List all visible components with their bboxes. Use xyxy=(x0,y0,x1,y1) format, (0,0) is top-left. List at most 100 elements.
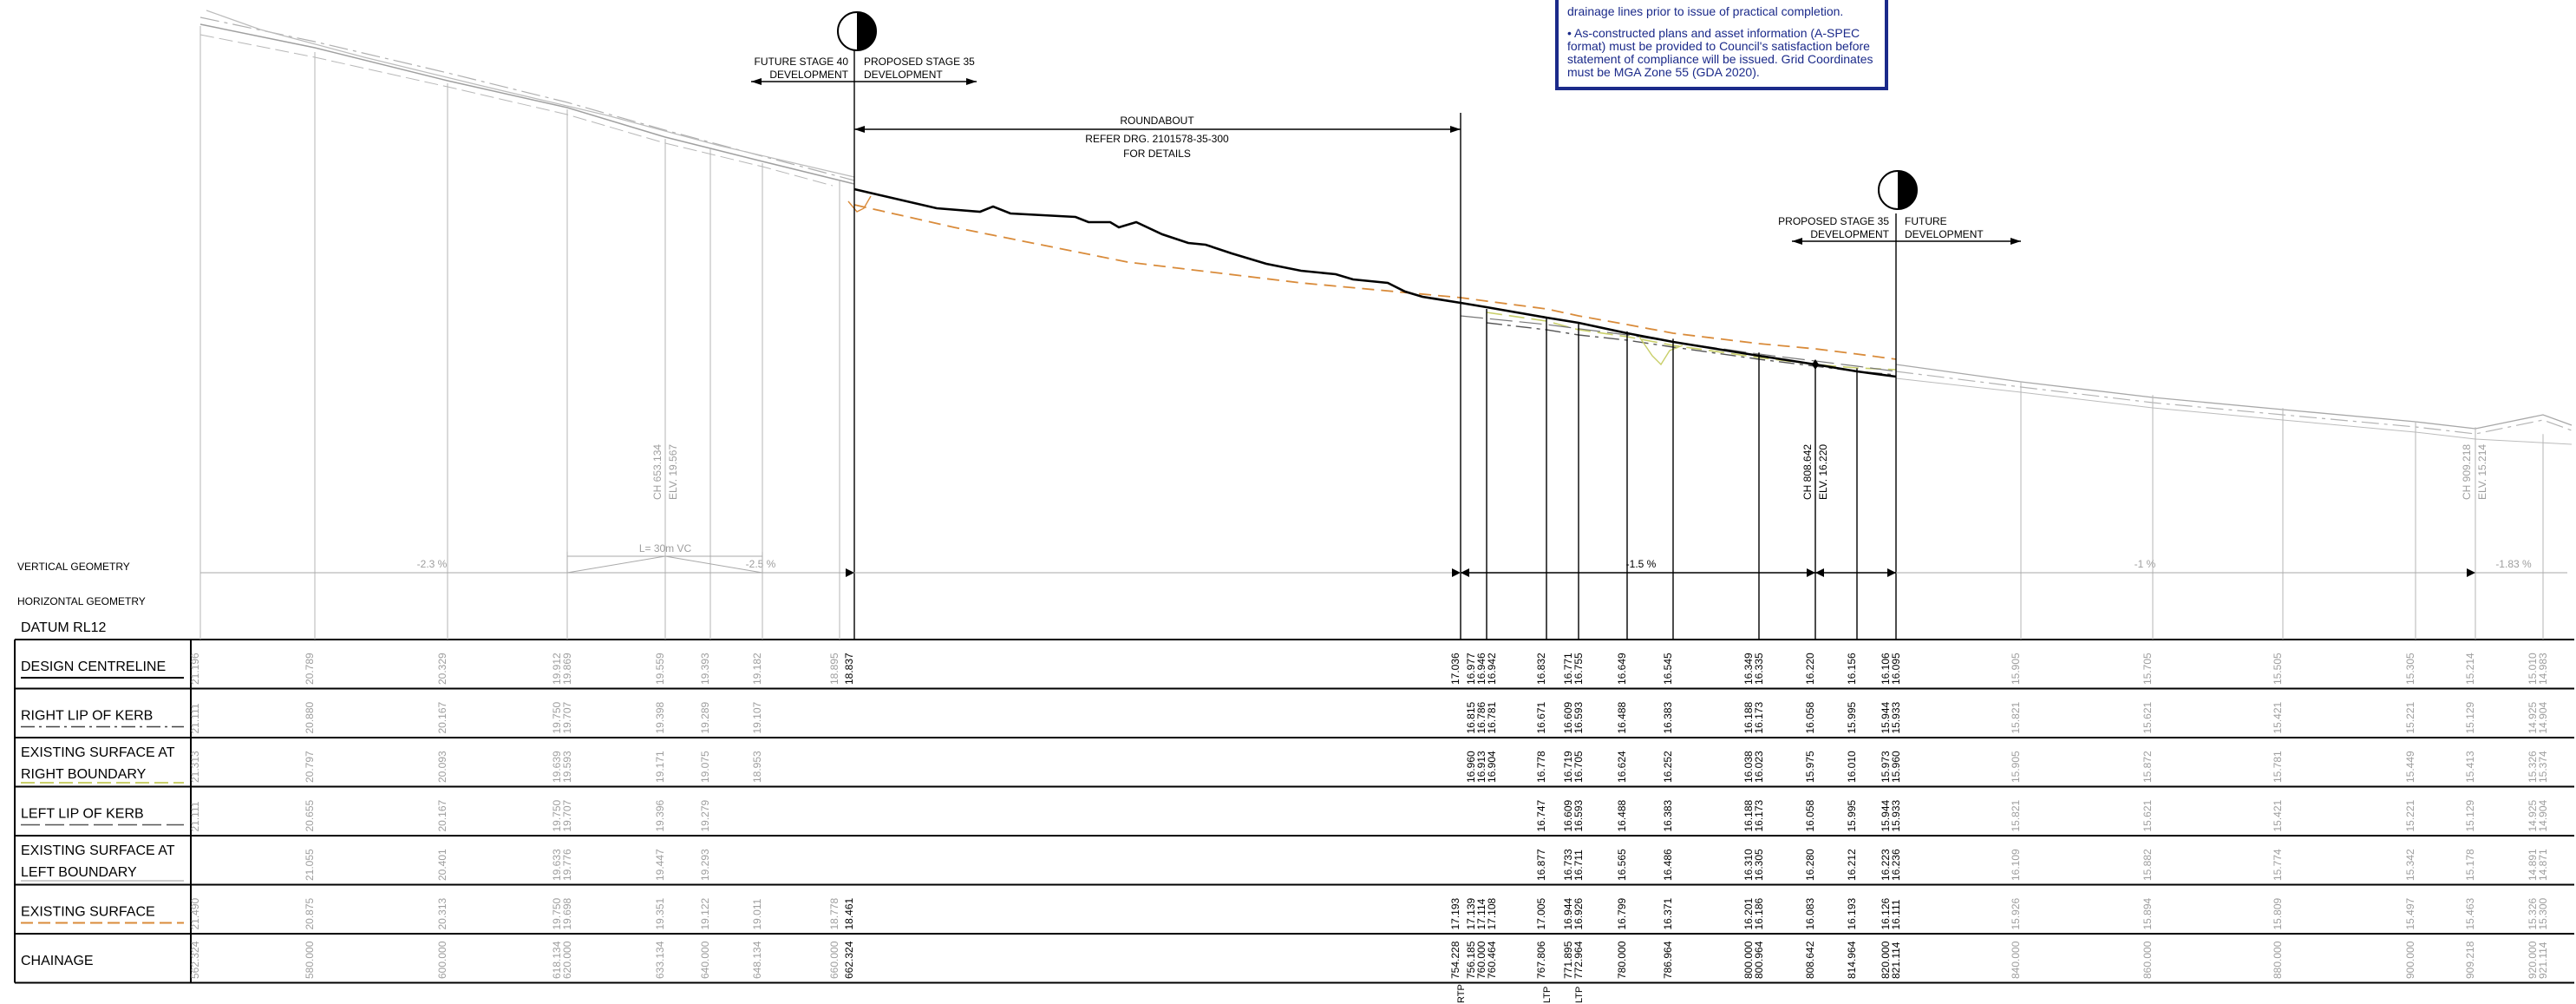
construction-notes-box: drainage lines prior to issue of practic… xyxy=(1555,0,1888,90)
grade-label: -2.5 % xyxy=(746,558,776,570)
table-value: 16.778 xyxy=(1535,751,1547,783)
table-value: 19.351 xyxy=(654,897,666,929)
elevation-callout: ELV. 16.220 xyxy=(1817,444,1829,500)
table-value: 16.593 xyxy=(1572,701,1585,733)
existing-boundary-line xyxy=(1486,312,1897,371)
table-value: 16.609 xyxy=(1562,799,1574,831)
table-value: 600.000 xyxy=(436,941,448,979)
grade-arrow xyxy=(2467,568,2475,577)
table-value: 16.877 xyxy=(1535,849,1547,881)
table-value: 16.815 xyxy=(1465,701,1477,733)
grade-arrow xyxy=(1452,568,1461,577)
table-value: 16.609 xyxy=(1562,701,1574,733)
table-value: 15.975 xyxy=(1804,751,1816,783)
table-value: 16.058 xyxy=(1804,799,1816,831)
stage-arrowhead xyxy=(751,78,762,85)
table-value: 15.926 xyxy=(2010,897,2022,929)
table-value: 14.904 xyxy=(2537,701,2549,733)
table-value: 15.894 xyxy=(2141,897,2154,929)
table-value: 18.953 xyxy=(751,751,763,783)
table-value: 19.447 xyxy=(654,849,666,881)
horizontal-geometry-label: HORIZONTAL GEOMETRY xyxy=(17,595,146,607)
stage-arrowhead xyxy=(2010,238,2021,245)
table-value: 21.055 xyxy=(304,849,316,881)
table-value: 15.497 xyxy=(2404,897,2416,929)
table-value: 15.821 xyxy=(2010,701,2022,733)
table-value: 19.398 xyxy=(654,701,666,733)
table-value: 15.995 xyxy=(1846,701,1858,733)
table-value: 880.000 xyxy=(2272,941,2284,979)
table-value: 19.293 xyxy=(699,849,711,881)
table-value: 16.488 xyxy=(1616,799,1628,831)
grade-arrow xyxy=(1461,568,1469,577)
table-value: 16.926 xyxy=(1572,897,1585,929)
table-value: 19.396 xyxy=(654,799,666,831)
table-value: 16.186 xyxy=(1753,897,1765,929)
table-value: 909.218 xyxy=(2464,941,2476,979)
table-value: 16.106 xyxy=(1880,653,1892,685)
stage-label: DEVELOPMENT xyxy=(864,69,943,81)
existing-squiggle xyxy=(847,195,872,213)
table-value: 16.624 xyxy=(1616,751,1628,783)
table-value: 16.223 xyxy=(1880,849,1892,881)
row-label: RIGHT LIP OF KERB xyxy=(21,709,153,724)
table-value: 920.000 xyxy=(2527,941,2539,979)
table-value: 754.228 xyxy=(1449,941,1461,979)
row-label: CHAINAGE xyxy=(21,954,94,968)
table-value: 800.000 xyxy=(1742,941,1755,979)
table-value: 14.983 xyxy=(2537,653,2549,685)
point-code-label: RTP xyxy=(1456,984,1467,1003)
table-value: 16.083 xyxy=(1804,897,1816,929)
table-value: 19.633 xyxy=(551,849,563,881)
table-value: 19.750 xyxy=(551,897,563,929)
table-value: 900.000 xyxy=(2404,941,2416,979)
point-code-label: LTP xyxy=(1574,987,1585,1003)
table-value: 17.193 xyxy=(1449,897,1461,929)
grade-label: -1 % xyxy=(2135,558,2156,570)
table-value: 760.464 xyxy=(1486,941,1498,979)
existing-ground-line-faint-1 xyxy=(199,23,855,185)
chainage-callout: CH 653.134 xyxy=(651,444,664,500)
existing-ground-line-faint-4 xyxy=(199,34,834,187)
table-value: 16.173 xyxy=(1753,701,1765,733)
table-value: 16.111 xyxy=(1890,899,1902,929)
table-value: 19.707 xyxy=(561,799,573,831)
table-value: 18.778 xyxy=(828,897,840,929)
table-value: 15.960 xyxy=(1890,751,1902,783)
table-value: 786.964 xyxy=(1662,941,1674,979)
table-value: 618.134 xyxy=(551,941,563,979)
roundabout-label: FOR DETAILS xyxy=(1123,148,1191,160)
table-value: 760.000 xyxy=(1475,941,1487,979)
table-value: 16.593 xyxy=(1572,799,1585,831)
chainage-callout: CH 909.218 xyxy=(2461,444,2473,500)
table-value: 633.134 xyxy=(654,941,666,979)
table-value: 16.486 xyxy=(1662,849,1674,881)
vc-tangent xyxy=(566,555,666,574)
point-code-label: LTP xyxy=(1542,987,1553,1003)
table-value: 16.944 xyxy=(1562,897,1574,929)
table-value: 15.300 xyxy=(2537,897,2549,929)
table-value: 19.107 xyxy=(751,701,763,733)
roundabout-arrowhead xyxy=(1450,126,1461,133)
table-value: 19.776 xyxy=(561,849,573,881)
table-value: 16.095 xyxy=(1890,653,1902,685)
table-value: 16.977 xyxy=(1465,653,1477,685)
existing-ground-line-faint-6 xyxy=(1895,371,2573,435)
table-value: 16.488 xyxy=(1616,701,1628,733)
table-value: 20.167 xyxy=(436,799,448,831)
table-value: 15.374 xyxy=(2537,751,2549,783)
table-value: 14.925 xyxy=(2527,799,2539,831)
stage-label: DEVELOPMENT xyxy=(1905,228,1984,240)
table-value: 16.747 xyxy=(1535,799,1547,831)
table-value: 814.964 xyxy=(1846,941,1858,979)
table-value: 16.832 xyxy=(1535,653,1547,685)
table-value: 16.236 xyxy=(1890,849,1902,881)
table-value: 921.114 xyxy=(2537,942,2549,979)
table-value: 16.755 xyxy=(1572,653,1585,685)
table-value: 620.000 xyxy=(561,941,573,979)
table-value: 19.869 xyxy=(561,653,573,685)
row-label: DESIGN CENTRELINE xyxy=(21,659,166,674)
table-value: 21.490 xyxy=(189,897,201,929)
table-value: 19.393 xyxy=(699,653,711,685)
table-value: 16.305 xyxy=(1753,849,1765,881)
